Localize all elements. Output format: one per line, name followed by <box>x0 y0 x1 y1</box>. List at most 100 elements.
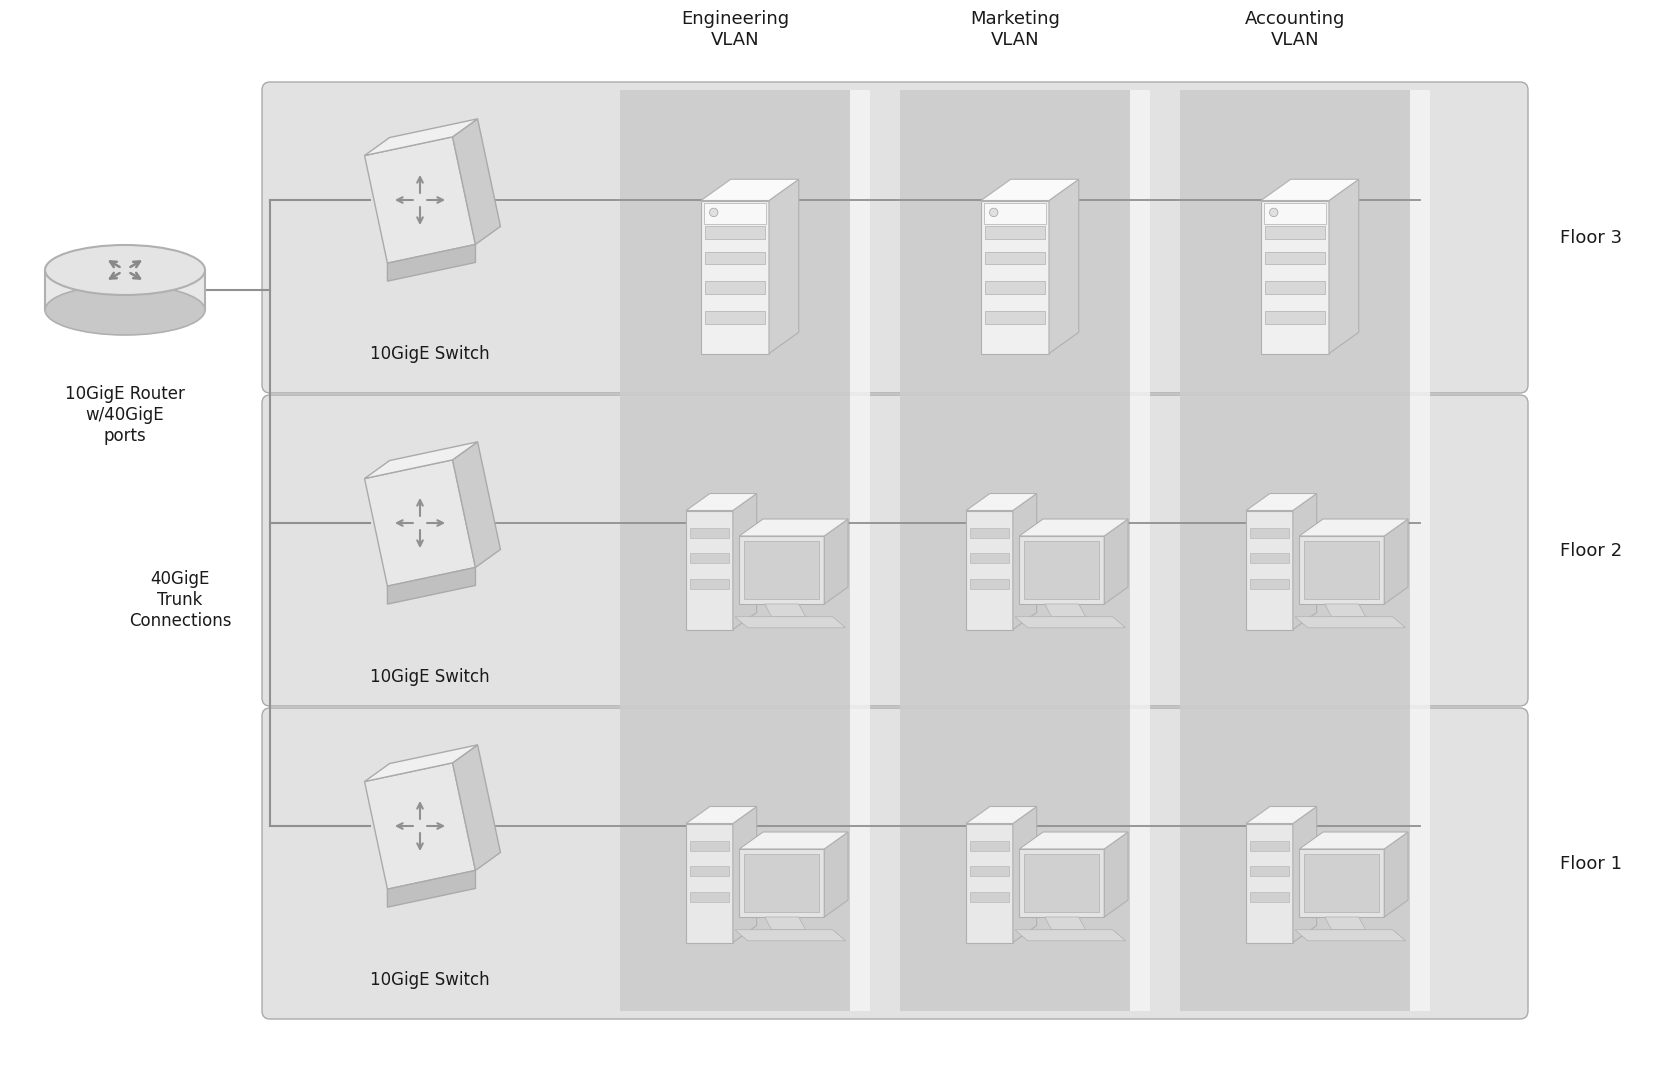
Bar <box>690 865 730 876</box>
Bar <box>745 541 819 598</box>
Polygon shape <box>740 832 848 849</box>
Polygon shape <box>364 441 477 479</box>
Polygon shape <box>1246 807 1316 824</box>
Bar <box>1250 579 1290 589</box>
Polygon shape <box>740 536 824 604</box>
Bar <box>849 90 869 1012</box>
Polygon shape <box>1261 201 1330 353</box>
Bar <box>1409 90 1429 1012</box>
Polygon shape <box>364 119 477 156</box>
Text: 10GigE Router
w/40GigE
ports: 10GigE Router w/40GigE ports <box>65 385 184 445</box>
Bar <box>620 90 849 1012</box>
Polygon shape <box>1104 519 1128 604</box>
Polygon shape <box>686 824 733 943</box>
Polygon shape <box>1019 519 1128 536</box>
Polygon shape <box>701 201 770 353</box>
Polygon shape <box>364 763 475 889</box>
Bar <box>1250 528 1290 537</box>
Bar <box>703 203 766 225</box>
Bar <box>986 252 1045 264</box>
FancyBboxPatch shape <box>263 395 1527 706</box>
Polygon shape <box>364 460 475 586</box>
Polygon shape <box>1246 494 1316 510</box>
Ellipse shape <box>45 284 204 335</box>
Bar <box>1250 865 1290 876</box>
Text: Floor 2: Floor 2 <box>1561 542 1622 559</box>
Text: 10GigE Switch: 10GigE Switch <box>371 346 490 363</box>
Polygon shape <box>740 519 848 536</box>
Bar <box>1265 311 1325 324</box>
Bar <box>1265 252 1325 264</box>
Polygon shape <box>1019 536 1104 604</box>
Text: Floor 1: Floor 1 <box>1561 855 1622 872</box>
Polygon shape <box>1325 604 1366 617</box>
Circle shape <box>710 208 718 217</box>
Bar <box>1250 553 1290 564</box>
Text: Accounting
VLAN: Accounting VLAN <box>1245 10 1345 49</box>
Polygon shape <box>1293 494 1316 630</box>
Polygon shape <box>733 807 756 943</box>
Polygon shape <box>770 179 799 353</box>
Bar <box>969 528 1009 537</box>
Bar <box>1180 90 1409 1012</box>
Polygon shape <box>387 244 475 281</box>
Polygon shape <box>1045 604 1085 617</box>
Bar <box>969 892 1009 901</box>
Polygon shape <box>387 871 475 907</box>
Bar <box>969 865 1009 876</box>
Bar <box>1263 203 1326 225</box>
Bar <box>705 252 765 264</box>
Bar <box>986 226 1045 239</box>
Polygon shape <box>735 617 846 628</box>
Polygon shape <box>686 510 733 630</box>
Polygon shape <box>735 930 846 941</box>
Polygon shape <box>765 917 806 930</box>
Text: Engineering
VLAN: Engineering VLAN <box>681 10 789 49</box>
Polygon shape <box>1246 510 1293 630</box>
Polygon shape <box>740 849 824 917</box>
Polygon shape <box>364 137 475 263</box>
Polygon shape <box>966 494 1037 510</box>
Polygon shape <box>981 201 1049 353</box>
Polygon shape <box>1300 519 1408 536</box>
Polygon shape <box>452 441 500 568</box>
Polygon shape <box>1384 519 1408 604</box>
Polygon shape <box>452 119 500 244</box>
Bar <box>1265 226 1325 239</box>
Polygon shape <box>1325 917 1366 930</box>
Bar <box>969 553 1009 564</box>
Bar <box>986 281 1045 294</box>
Bar <box>690 840 730 850</box>
Polygon shape <box>966 807 1037 824</box>
Bar <box>969 840 1009 850</box>
Text: 40GigE
Trunk
Connections: 40GigE Trunk Connections <box>128 570 231 630</box>
Bar <box>690 553 730 564</box>
Polygon shape <box>1295 617 1406 628</box>
Bar <box>901 90 1130 1012</box>
Bar <box>690 892 730 901</box>
Bar <box>986 311 1045 324</box>
Polygon shape <box>1261 179 1360 201</box>
Polygon shape <box>966 824 1012 943</box>
Polygon shape <box>1015 617 1125 628</box>
Polygon shape <box>1104 832 1128 917</box>
Bar <box>690 528 730 537</box>
Polygon shape <box>1384 832 1408 917</box>
Bar <box>984 203 1047 225</box>
Bar <box>1130 90 1150 1012</box>
Text: Marketing
VLAN: Marketing VLAN <box>971 10 1060 49</box>
Circle shape <box>989 208 997 217</box>
Polygon shape <box>701 179 799 201</box>
Polygon shape <box>824 832 848 917</box>
Polygon shape <box>1019 849 1104 917</box>
Polygon shape <box>981 179 1079 201</box>
Polygon shape <box>1049 179 1079 353</box>
Bar <box>1305 855 1379 912</box>
Polygon shape <box>1012 807 1037 943</box>
Bar <box>690 579 730 589</box>
Polygon shape <box>1330 179 1360 353</box>
Polygon shape <box>1300 536 1384 604</box>
Bar <box>1024 541 1099 598</box>
FancyBboxPatch shape <box>263 82 1527 393</box>
Circle shape <box>1270 208 1278 217</box>
